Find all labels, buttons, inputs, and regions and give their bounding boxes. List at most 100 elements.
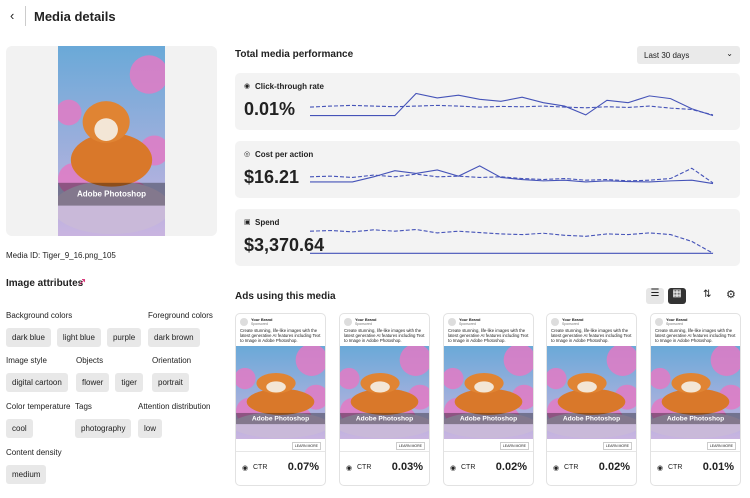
- flower: [399, 346, 429, 376]
- chip-row: portrait: [152, 372, 195, 392]
- chip-row: medium: [6, 464, 62, 484]
- chip-row: cool: [6, 418, 70, 438]
- sort-button[interactable]: ⇅: [703, 289, 712, 300]
- ads-title: Ads using this media: [235, 291, 336, 302]
- ad-copy: Create stunning, life-like images with t…: [240, 328, 321, 343]
- metric-value: $16.21: [244, 167, 300, 187]
- chip-row: dark blue light blue purple: [6, 327, 147, 347]
- metric-card: ◉ Click-through rate 0.01%: [235, 73, 740, 130]
- tiger-body: [454, 388, 523, 415]
- attribute-chip: low: [138, 419, 163, 438]
- cta-button: LEARN MORE: [395, 442, 425, 450]
- metric-label: Spend: [255, 218, 280, 227]
- cloud: [651, 412, 740, 439]
- media-image: Adobe Photoshop: [58, 46, 165, 236]
- ad-card: Your Brand Sponsored Create stunning, life…: [339, 313, 430, 486]
- flower: [129, 55, 165, 94]
- tiger-face: [370, 381, 390, 393]
- sponsored: Sponsored: [666, 322, 683, 326]
- image-text: Adobe Photoshop: [563, 415, 620, 422]
- tiger-face: [681, 381, 701, 393]
- attribute-label: Image style: [6, 356, 47, 365]
- attribute-chip: dark blue: [6, 328, 51, 347]
- sparkline-solid: [310, 165, 714, 185]
- page-title: Media details: [34, 9, 116, 24]
- attribute-label: Tags: [75, 402, 92, 411]
- flower: [58, 99, 82, 126]
- sponsored: Sponsored: [251, 322, 268, 326]
- attribute-label: Objects: [76, 356, 104, 365]
- ad-image: Adobe Photoshop: [340, 346, 429, 439]
- chip-row: digital cartoon: [6, 372, 74, 392]
- ad-image: Adobe Photoshop: [236, 346, 325, 439]
- media-preview: Adobe Photoshop: [6, 46, 217, 236]
- footer-divider: [547, 451, 636, 452]
- ad-metric-label: CTR: [253, 464, 268, 471]
- metric-icon: ◎: [244, 151, 251, 158]
- attribute-label: Orientation: [152, 356, 192, 365]
- period-label: Last 30 days: [644, 51, 690, 60]
- tiger-body: [661, 388, 730, 415]
- sparkline-dashed: [309, 167, 714, 184]
- sponsored: Sponsored: [562, 322, 579, 326]
- ad-card: Your Brand Sponsored Create stunning, life…: [235, 313, 326, 486]
- tiger-face: [577, 381, 597, 393]
- metric-label: Cost per action: [255, 150, 314, 159]
- chevron: ⌄: [726, 49, 733, 58]
- metric-icon: ◉: [242, 465, 249, 472]
- ad-metric-label: CTR: [461, 464, 476, 471]
- attribute-chip: photography: [75, 419, 132, 438]
- sparkline: [309, 165, 714, 185]
- flower: [503, 346, 533, 376]
- ad-card: Your Brand Sponsored Create stunning, life…: [650, 313, 741, 486]
- brand-avatar: [448, 318, 456, 326]
- ad-image: Adobe Photoshop: [444, 346, 533, 439]
- flower: [236, 367, 256, 390]
- image-text: Adobe Photoshop: [252, 415, 309, 422]
- brand-avatar: [344, 318, 352, 326]
- settings-button[interactable]: ⚙: [726, 289, 736, 301]
- metric-card: ▣ Spend $3,370.64: [235, 209, 740, 266]
- flower: [651, 367, 671, 390]
- sparkline-dashed: [309, 104, 714, 116]
- ad-metric-label: CTR: [668, 464, 683, 471]
- attribute-group: Color temperature cool: [6, 402, 70, 438]
- metric-icon: ◉: [657, 465, 664, 472]
- ad-image: Adobe Photoshop: [547, 346, 636, 439]
- chip-row: flower tiger: [76, 372, 149, 392]
- attribute-chip: dark brown: [148, 328, 200, 347]
- attribute-group: Content density medium: [6, 448, 62, 484]
- tiger-body: [246, 388, 315, 415]
- grid-view-button[interactable]: ▦: [668, 288, 686, 304]
- metric-icon: ◉: [553, 465, 560, 472]
- list-view-button[interactable]: ☰: [646, 288, 664, 304]
- sponsored: Sponsored: [355, 322, 372, 326]
- metric-icon: ▣: [244, 219, 251, 226]
- ad-copy: Create stunning, life-like images with t…: [655, 328, 736, 343]
- external-link-icon[interactable]: ↗: [78, 277, 87, 288]
- sparkline-dashed: [309, 228, 714, 254]
- ad-copy: Create stunning, life-like images with t…: [448, 328, 529, 343]
- attribute-label: Foreground colors: [148, 311, 213, 320]
- back-button[interactable]: ‹: [10, 8, 15, 23]
- attribute-chip: medium: [6, 465, 47, 484]
- image-banner: [651, 412, 740, 425]
- cloud: [547, 412, 636, 439]
- chip-row: dark brown: [148, 327, 213, 347]
- sponsored: Sponsored: [459, 322, 476, 326]
- attribute-label: Color temperature: [6, 402, 71, 411]
- metric-value: $3,370.64: [244, 235, 325, 255]
- period-dropdown[interactable]: Last 30 days ⌄: [637, 46, 740, 64]
- ad-metric-value: 0.07%: [287, 461, 319, 473]
- sparkline: [309, 228, 714, 254]
- brand-avatar: [655, 318, 663, 326]
- attribute-chip: tiger: [115, 373, 143, 392]
- metric-icon: ◉: [244, 83, 251, 90]
- ad-card: Your Brand Sponsored Create stunning, life…: [546, 313, 637, 486]
- cloud: [236, 412, 325, 439]
- chip-row: low: [138, 418, 211, 438]
- brand-name: Your Brand: [355, 317, 377, 322]
- ad-image: Adobe Photoshop: [651, 346, 740, 439]
- tiger-body: [70, 133, 153, 187]
- attribute-chip: portrait: [152, 373, 189, 392]
